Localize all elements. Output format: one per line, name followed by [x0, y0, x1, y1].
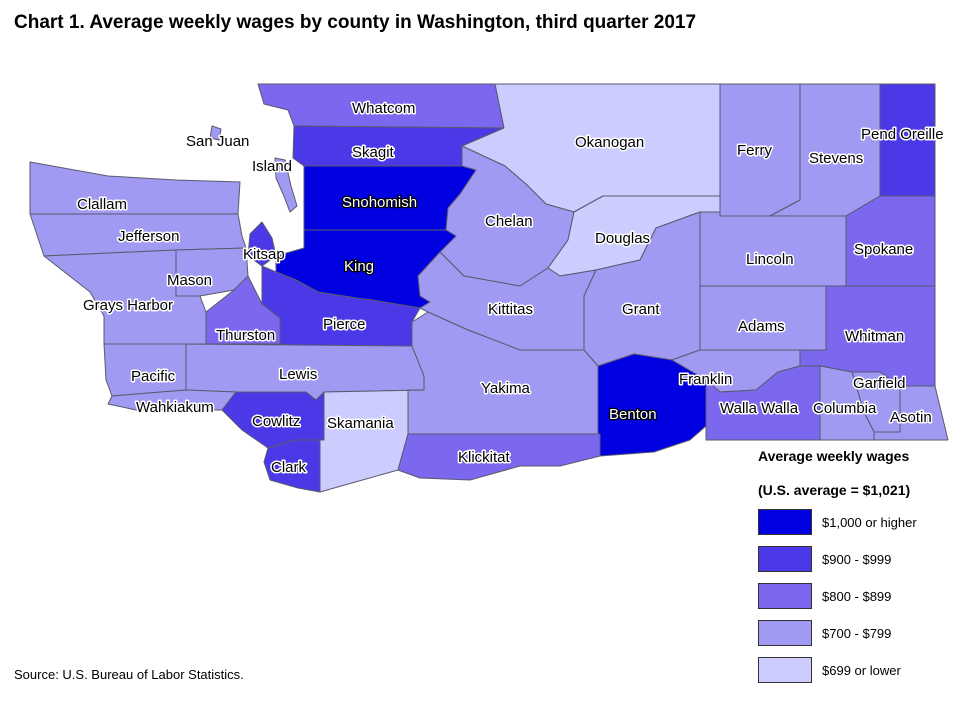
legend-label: $1,000 or higher: [822, 514, 917, 530]
label-kittitas: Kittitas: [488, 301, 533, 318]
legend-item: $1,000 or higher: [758, 508, 917, 536]
legend-label: $699 or lower: [822, 662, 901, 678]
label-thurston: Thurston: [216, 327, 275, 344]
label-mason: Mason: [167, 272, 212, 289]
label-san-juan: San Juan: [186, 133, 249, 150]
label-douglas: Douglas: [595, 230, 650, 247]
label-island: Island: [252, 158, 292, 175]
legend-label: $700 - $799: [822, 625, 892, 641]
label-pacific: Pacific: [131, 368, 176, 385]
label-benton: Benton: [609, 406, 657, 423]
label-klickitat: Klickitat: [458, 449, 511, 466]
legend-item: $900 - $999: [758, 545, 917, 573]
label-ferry: Ferry: [737, 142, 772, 159]
label-whitman: Whitman: [845, 328, 904, 345]
label-garfield: Garfield: [853, 375, 906, 392]
legend-swatch: [758, 509, 812, 535]
label-grant: Grant: [622, 301, 660, 318]
label-kitsap: Kitsap: [243, 246, 285, 263]
source-note: Source: U.S. Bureau of Labor Statistics.: [14, 667, 244, 682]
county-asotin: [873, 385, 949, 441]
county-walla-walla: [705, 365, 821, 441]
legend-item: $699 or lower: [758, 656, 917, 684]
county-shapes: [29, 83, 949, 493]
county-clark: [263, 439, 321, 493]
label-cowlitz: Cowlitz: [252, 413, 300, 430]
county-pierce: [261, 265, 421, 347]
label-pend-oreille: Pend Oreille: [861, 126, 944, 143]
label-lewis: Lewis: [279, 366, 317, 383]
map-legend: Average weekly wages (U.S. average = $1,…: [758, 448, 917, 693]
label-skagit: Skagit: [352, 144, 395, 161]
legend-item: $700 - $799: [758, 619, 917, 647]
label-clallam: Clallam: [77, 196, 127, 213]
county-klickitat: [397, 433, 601, 481]
label-okanogan: Okanogan: [575, 134, 644, 151]
legend-swatch: [758, 657, 812, 683]
county-spokane: [845, 195, 936, 287]
label-jefferson: Jefferson: [118, 228, 179, 245]
label-skamania: Skamania: [327, 415, 394, 432]
label-stevens: Stevens: [809, 150, 863, 167]
legend-title: Average weekly wages: [758, 448, 910, 464]
county-lincoln: [699, 211, 847, 287]
label-adams: Adams: [738, 318, 785, 335]
legend-swatch: [758, 620, 812, 646]
legend-swatch: [758, 583, 812, 609]
label-grays-harbor: Grays Harbor: [83, 297, 173, 314]
county-columbia: [819, 365, 875, 441]
county-island: [274, 157, 298, 213]
label-columbia: Columbia: [813, 400, 877, 417]
label-franklin: Franklin: [679, 371, 732, 388]
legend-label: $900 - $999: [822, 551, 892, 567]
county-labels: Whatcom San Juan Skagit Island Okanogan …: [76, 99, 946, 478]
label-snohomish: Snohomish: [342, 194, 417, 211]
label-lincoln: Lincoln: [746, 251, 794, 268]
legend-label: $800 - $899: [822, 588, 892, 604]
label-spokane: Spokane: [854, 241, 913, 258]
legend-swatch: [758, 546, 812, 572]
legend-item: $800 - $899: [758, 582, 917, 610]
label-walla-walla: Walla Walla: [720, 400, 799, 417]
label-pierce: Pierce: [323, 316, 366, 333]
label-chelan: Chelan: [485, 213, 533, 230]
county-san-juan: [209, 125, 222, 141]
legend-subtitle: (U.S. average = $1,021): [758, 482, 911, 498]
chart-title: Chart 1. Average weekly wages by county …: [14, 12, 697, 33]
label-asotin: Asotin: [890, 409, 932, 426]
label-wahkiakum: Wahkiakum: [136, 399, 214, 416]
label-king: King: [344, 258, 374, 275]
label-clark: Clark: [271, 459, 307, 476]
county-clallam: [29, 161, 241, 215]
label-yakima: Yakima: [481, 380, 531, 397]
label-whatcom: Whatcom: [352, 100, 415, 117]
